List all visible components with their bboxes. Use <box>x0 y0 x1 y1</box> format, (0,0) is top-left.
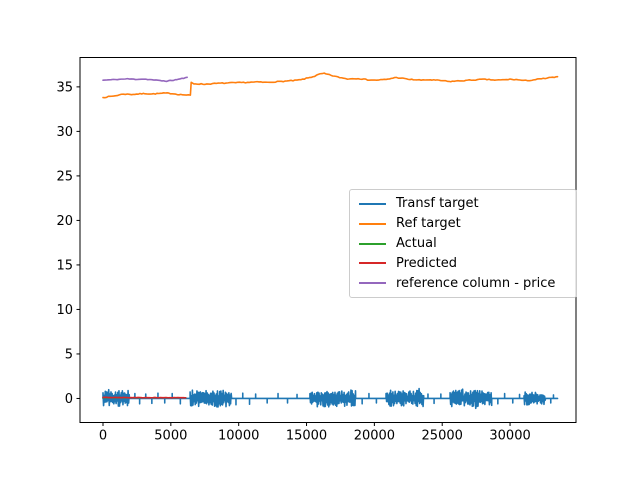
legend-label: Predicted <box>396 255 458 271</box>
legend-label: Ref target <box>396 216 461 232</box>
y-tick-label: 20 <box>56 214 73 229</box>
x-tick-label: 20000 <box>354 429 395 444</box>
legend-swatch-transf-target <box>359 202 386 205</box>
legend-entry-reference-column-price: reference column - price <box>350 274 576 294</box>
legend-label: Actual <box>396 236 437 251</box>
y-tick-label: 5 <box>65 347 73 362</box>
legend-swatch-ref-target <box>359 222 386 225</box>
x-tick-label: 25000 <box>422 429 463 444</box>
series-line-transf-target <box>102 387 559 410</box>
x-tick-label: 30000 <box>489 429 530 444</box>
legend-label: reference column - price <box>396 275 556 291</box>
x-tick-label: 0 <box>99 429 107 444</box>
x-tick-label: 5000 <box>154 429 187 444</box>
chart-legend: Transf target Ref target Actual Predicte… <box>349 189 577 298</box>
y-tick-label: 25 <box>56 169 73 184</box>
y-tick-label: 10 <box>56 303 73 318</box>
legend-swatch-predicted <box>359 262 386 265</box>
legend-swatch-reference-column-price <box>359 282 386 285</box>
y-tick-label: 0 <box>65 392 73 407</box>
series-line-reference-column-price <box>102 76 188 83</box>
legend-label: Transf target <box>396 196 479 212</box>
series-line-predicted <box>102 396 187 399</box>
y-tick-label: 15 <box>56 258 73 273</box>
legend-entry-actual: Actual <box>350 234 576 254</box>
x-tick-label: 10000 <box>218 429 259 444</box>
x-tick-label: 15000 <box>286 429 327 444</box>
legend-entry-transf-target: Transf target <box>350 194 576 214</box>
y-tick-label: 35 <box>56 80 73 95</box>
legend-entry-ref-target: Ref target <box>350 214 576 234</box>
legend-swatch-actual <box>359 242 386 245</box>
y-tick-label: 30 <box>56 125 73 140</box>
series-line-ref-target <box>102 72 559 99</box>
legend-entry-predicted: Predicted <box>350 254 576 274</box>
